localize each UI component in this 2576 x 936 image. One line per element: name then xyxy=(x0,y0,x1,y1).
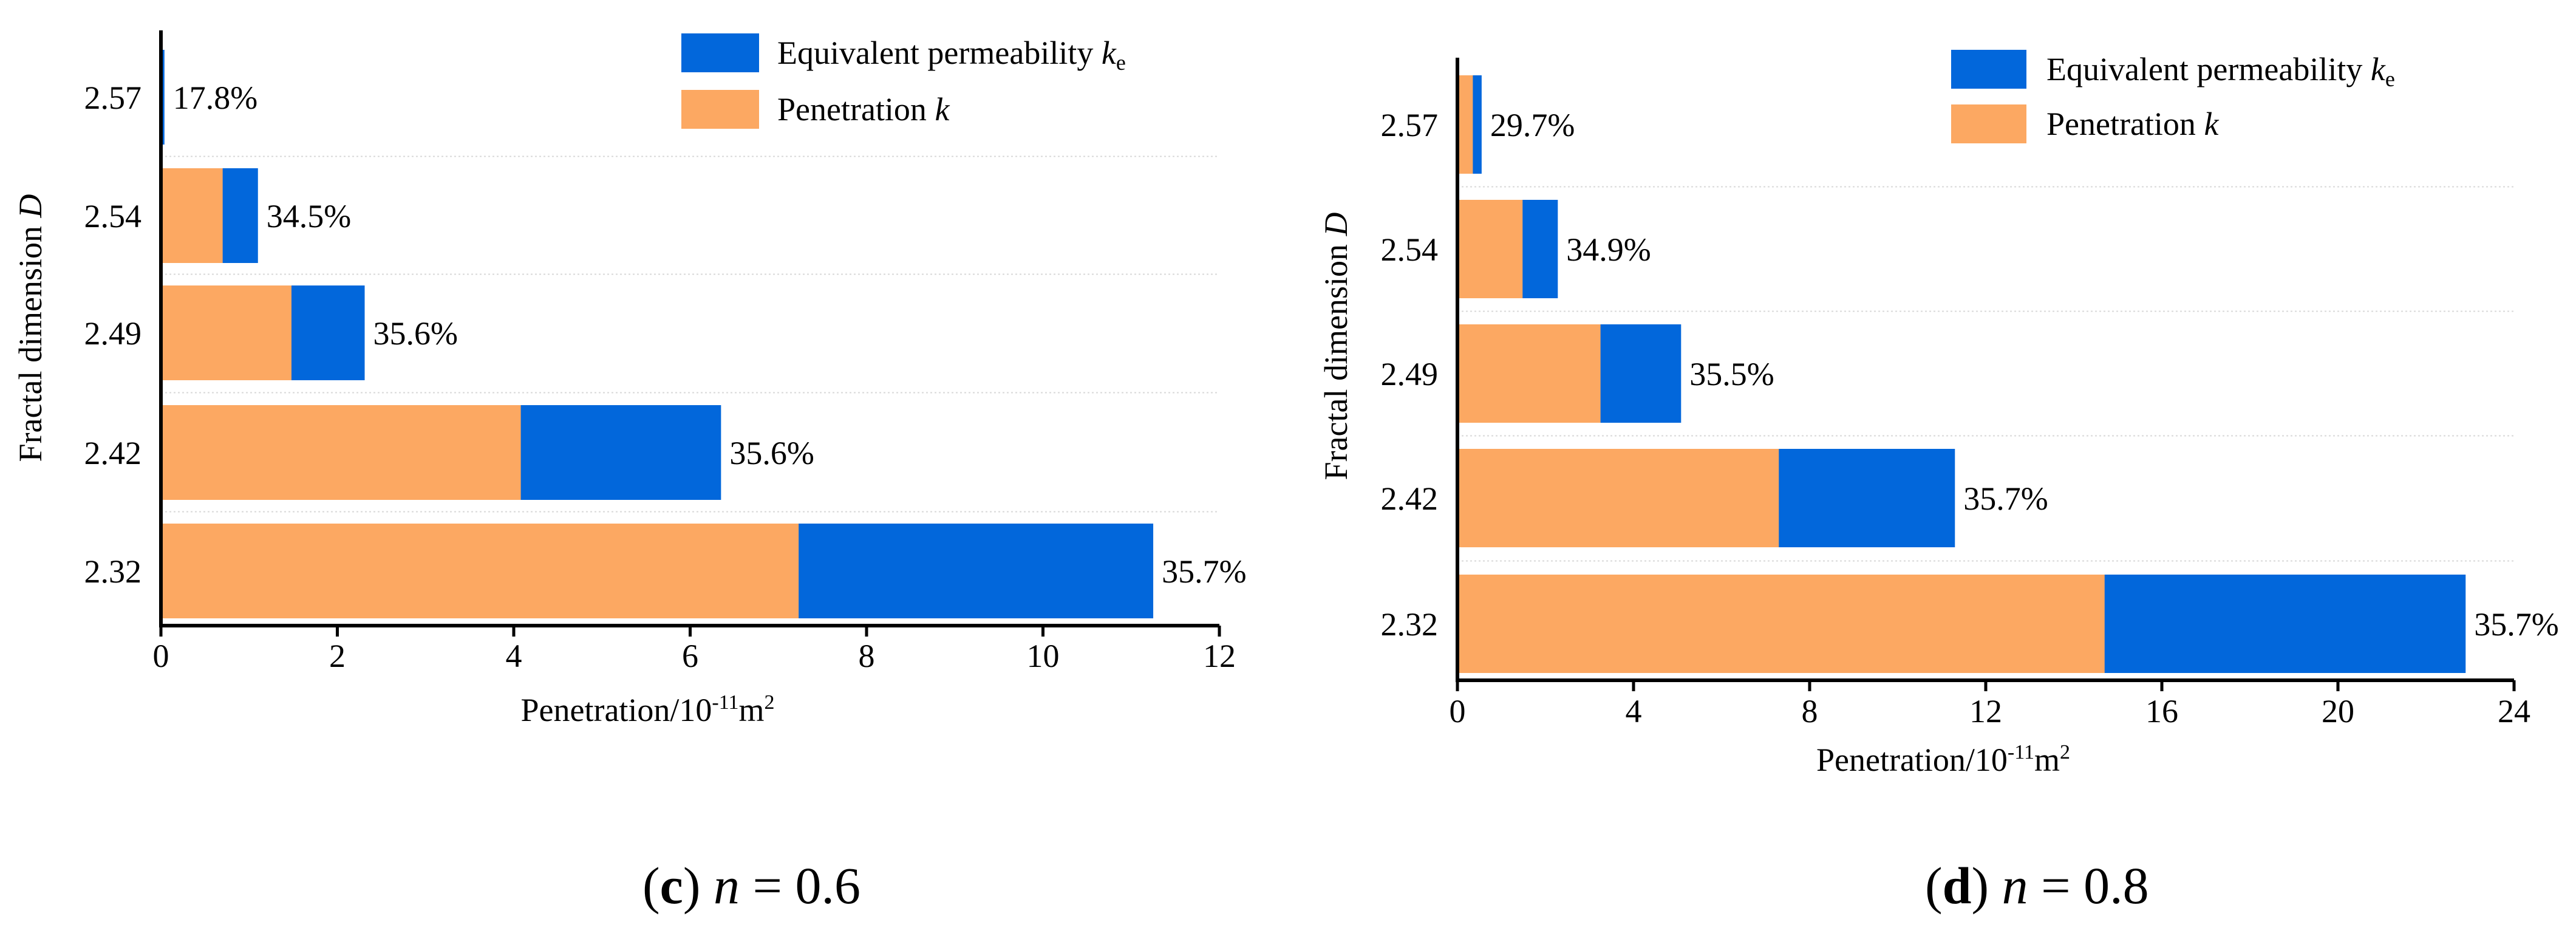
legend-label-symbol: k xyxy=(935,91,950,128)
caption-value: = 0.6 xyxy=(740,856,860,915)
y-axis-title: Fractal dimension D xyxy=(1318,213,1354,480)
legend-label-penetration: Penetration k xyxy=(2046,106,2219,142)
x-axis-title-unit: m xyxy=(738,692,764,728)
data-label: 35.7% xyxy=(1963,480,2048,517)
bar-penetration xyxy=(1457,449,1779,547)
y-tick-label: 2.42 xyxy=(84,435,142,471)
y-tick-label: 2.32 xyxy=(1381,606,1439,643)
bar-penetration xyxy=(1457,200,1522,298)
x-tick-label: 12 xyxy=(1203,638,1236,674)
y-tick-label: 2.54 xyxy=(1381,231,1439,268)
y-axis-title-text: Fractal dimension xyxy=(12,218,49,462)
y-tick-label: 2.54 xyxy=(84,198,142,234)
y-tick-label: 2.32 xyxy=(84,553,142,590)
x-tick-label: 0 xyxy=(1450,693,1466,729)
figure-canvas: 17.8% 2.57 34.5% 2.54 35.6% 2.49 35.6% 2.42 35.7… xyxy=(0,0,2576,936)
bar-penetration xyxy=(161,168,223,263)
caption-paren: ) xyxy=(683,856,714,915)
caption-paren: ) xyxy=(1971,856,2002,915)
caption-paren: ( xyxy=(642,856,660,915)
legend-label-text: Penetration xyxy=(2046,106,2204,142)
legend-label-symbol: k xyxy=(2204,106,2219,142)
legend-label-equivalent: Equivalent permeability ke xyxy=(2046,51,2395,91)
chart-panel-c: 17.8% 2.57 34.5% 2.54 35.6% 2.49 35.6% 2.42 35.7… xyxy=(12,30,1247,915)
x-tick-label: 0 xyxy=(153,638,169,674)
x-axis-title-text: Penetration/10 xyxy=(1816,742,2008,778)
data-label: 35.6% xyxy=(729,435,814,471)
y-axis-title-text: Fractal dimension xyxy=(1318,236,1354,480)
x-tick-label: 4 xyxy=(506,638,522,674)
x-axis-title-exponent: -11 xyxy=(712,691,738,714)
y-axis-title: Fractal dimension D xyxy=(12,194,49,462)
y-tick-label: 2.57 xyxy=(1381,107,1439,143)
legend-swatch-penetration xyxy=(681,90,759,129)
data-label: 35.6% xyxy=(373,315,458,352)
legend-swatch-equivalent xyxy=(681,33,759,72)
caption-variable: n xyxy=(2002,856,2028,915)
legend-label-text: Penetration xyxy=(777,91,935,128)
legend-label-subscript: e xyxy=(2385,67,2395,91)
x-axis-title: Penetration/10-11m2 xyxy=(1816,741,2070,778)
x-axis-title-exponent: -11 xyxy=(2008,741,2034,763)
x-tick-label: 16 xyxy=(2145,693,2178,729)
x-tick-label: 20 xyxy=(2322,693,2354,729)
data-label: 17.8% xyxy=(173,80,257,116)
y-tick-label: 2.57 xyxy=(84,80,142,116)
caption-value: = 0.8 xyxy=(2028,856,2149,915)
legend-swatch-penetration xyxy=(1951,104,2026,143)
x-tick-label: 12 xyxy=(1969,693,2002,729)
x-axis-title-unit-exponent: 2 xyxy=(2060,741,2070,763)
caption-paren: ( xyxy=(1925,856,1943,915)
bar-penetration xyxy=(1457,575,2105,673)
legend-label-text: Equivalent permeability xyxy=(2046,51,2371,87)
x-tick-label: 8 xyxy=(859,638,875,674)
chart-panel-d: 29.7% 2.57 34.9% 2.54 35.5% 2.49 35.7% 2.42 35.7… xyxy=(1318,50,2559,915)
panel-caption: (d) n = 0.8 xyxy=(1925,856,2149,915)
legend-label-symbol: k xyxy=(1102,35,1117,71)
x-axis-title: Penetration/10-11m2 xyxy=(520,691,774,728)
bar-penetration xyxy=(161,524,799,618)
x-tick-label: 24 xyxy=(2498,693,2530,729)
data-label: 35.5% xyxy=(1689,356,1774,392)
x-axis-title-unit: m xyxy=(2034,742,2060,778)
bar-penetration xyxy=(1457,75,1473,174)
caption-letter: d xyxy=(1943,856,1972,915)
data-label: 29.7% xyxy=(1490,107,1575,143)
x-axis-title-unit-exponent: 2 xyxy=(765,691,775,714)
x-tick-label: 8 xyxy=(1802,693,1818,729)
data-label: 34.5% xyxy=(267,198,351,234)
legend-label-subscript: e xyxy=(1116,50,1126,75)
x-tick-label: 6 xyxy=(682,638,698,674)
x-axis-title-text: Penetration/10 xyxy=(520,692,712,728)
y-axis-title-symbol: D xyxy=(1318,213,1354,237)
legend-label-penetration: Penetration k xyxy=(777,91,950,128)
data-label: 34.9% xyxy=(1566,231,1651,268)
data-label: 35.7% xyxy=(2474,606,2558,643)
y-tick-label: 2.42 xyxy=(1381,480,1439,517)
bar-penetration xyxy=(1457,324,1601,423)
legend-swatch-equivalent xyxy=(1951,50,2026,89)
y-axis-title-symbol: D xyxy=(12,194,49,219)
legend-label-text: Equivalent permeability xyxy=(777,35,1102,71)
bar-penetration xyxy=(161,285,291,380)
caption-variable: n xyxy=(714,856,740,915)
bar-penetration xyxy=(161,405,521,500)
x-tick-label: 10 xyxy=(1027,638,1060,674)
caption-letter: c xyxy=(660,856,683,915)
legend-label-symbol: k xyxy=(2371,51,2386,87)
y-tick-label: 2.49 xyxy=(1381,356,1439,392)
legend-label-equivalent: Equivalent permeability ke xyxy=(777,35,1126,75)
x-tick-label: 2 xyxy=(329,638,346,674)
x-tick-label: 4 xyxy=(1626,693,1642,729)
y-tick-label: 2.49 xyxy=(84,315,142,352)
panel-caption: (c) n = 0.6 xyxy=(642,856,860,915)
data-label: 35.7% xyxy=(1162,553,1246,590)
